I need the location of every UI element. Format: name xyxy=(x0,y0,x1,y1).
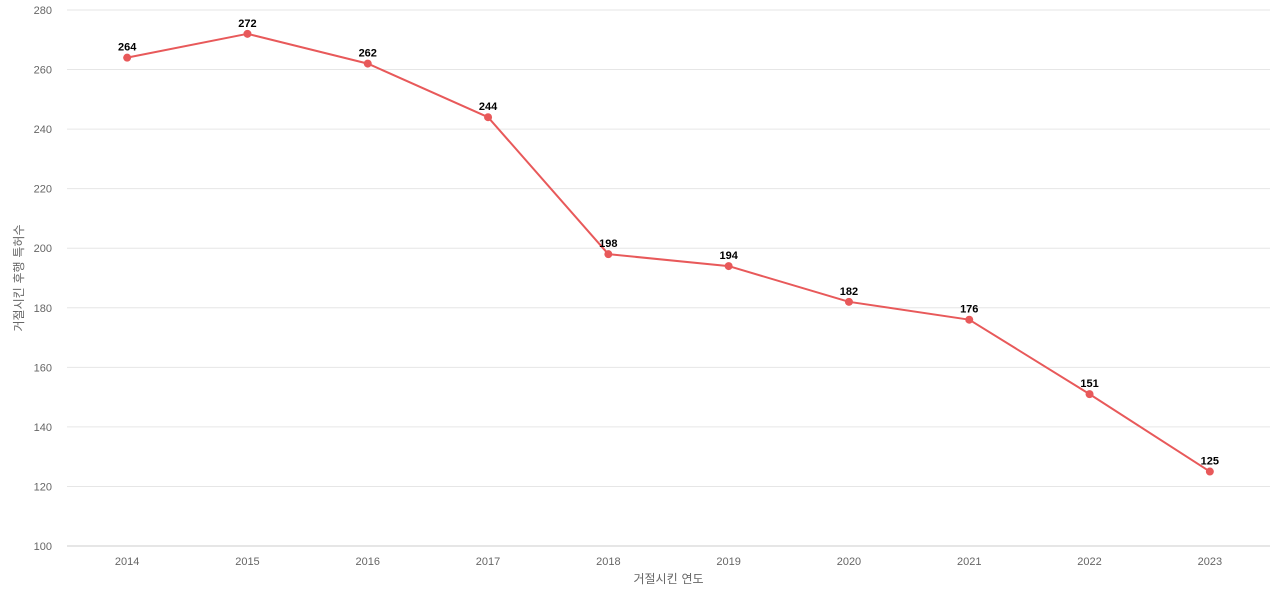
series-line-group xyxy=(123,29,1214,476)
x-tick-label: 2014 xyxy=(115,556,139,568)
data-label: 262 xyxy=(359,48,377,60)
data-point[interactable] xyxy=(965,315,974,324)
series-line xyxy=(126,32,1211,473)
grid-lines xyxy=(67,9,1270,487)
x-tick-label: 2017 xyxy=(476,556,500,568)
y-tick-label: 180 xyxy=(34,303,52,315)
data-point[interactable] xyxy=(484,113,493,122)
y-tick-label: 200 xyxy=(34,243,52,255)
data-point[interactable] xyxy=(1085,390,1094,399)
x-tick-label: 2021 xyxy=(957,556,981,568)
y-tick-label: 120 xyxy=(34,481,52,493)
y-tick-label: 260 xyxy=(34,65,52,77)
y-tick-label: 240 xyxy=(34,124,52,136)
data-label: 176 xyxy=(960,304,978,316)
x-tick-label: 2018 xyxy=(596,556,620,568)
y-tick-label: 140 xyxy=(34,422,52,434)
y-tick-label: 160 xyxy=(34,362,52,374)
x-tick-label: 2015 xyxy=(235,556,259,568)
x-tick-labels: 2014 2015 2016 2017 2018 2019 2020 2021 2022 2023 xyxy=(115,556,1222,568)
data-point[interactable] xyxy=(844,297,853,306)
y-tick-labels: 100 120 140 160 180 200 220 240 260 280 xyxy=(34,5,52,553)
data-label: 182 xyxy=(840,286,858,298)
data-label: 244 xyxy=(479,101,498,113)
data-point[interactable] xyxy=(243,29,252,38)
data-label: 198 xyxy=(599,238,617,250)
data-point[interactable] xyxy=(724,262,733,271)
data-label: 272 xyxy=(238,18,256,30)
data-point[interactable] xyxy=(604,250,613,259)
y-axis-title: 거절시킨 후행 특허수 xyxy=(11,225,26,332)
data-label: 125 xyxy=(1201,456,1219,468)
y-tick-label: 100 xyxy=(34,541,52,553)
data-label: 194 xyxy=(719,250,738,262)
data-point[interactable] xyxy=(1205,467,1214,476)
data-point[interactable] xyxy=(123,53,132,62)
y-tick-label: 280 xyxy=(34,5,52,17)
x-tick-label: 2020 xyxy=(837,556,861,568)
x-axis-title: 거절시킨 연도 xyxy=(633,572,703,586)
data-label: 151 xyxy=(1080,378,1098,390)
x-tick-label: 2022 xyxy=(1077,556,1101,568)
x-tick-label: 2016 xyxy=(356,556,380,568)
y-tick-label: 220 xyxy=(34,184,52,196)
data-point[interactable] xyxy=(363,59,372,68)
data-label: 264 xyxy=(118,42,137,54)
data-labels: 264 272 262 244 198 194 182 176 151 125 xyxy=(118,18,1219,468)
x-tick-label: 2019 xyxy=(716,556,740,568)
x-tick-label: 2023 xyxy=(1198,556,1222,568)
